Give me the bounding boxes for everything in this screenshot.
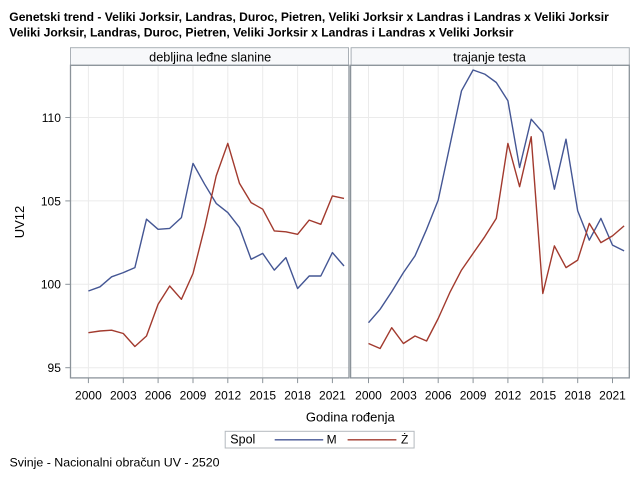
svg-text:2012: 2012 (214, 388, 241, 402)
svg-text:2006: 2006 (145, 388, 172, 402)
svg-text:UV12: UV12 (12, 206, 27, 239)
svg-text:2003: 2003 (110, 388, 137, 402)
svg-text:trajanje testa: trajanje testa (453, 50, 527, 64)
svg-text:M: M (327, 432, 337, 446)
svg-text:Genetski trend - Veliki Jorksi: Genetski trend - Veliki Jorksir, Landras… (9, 10, 609, 24)
svg-text:2018: 2018 (564, 388, 591, 402)
svg-text:Spol: Spol (230, 433, 255, 447)
svg-text:2018: 2018 (284, 388, 311, 402)
svg-text:2009: 2009 (460, 388, 487, 402)
svg-text:2003: 2003 (390, 388, 417, 402)
svg-text:debljina leđne slanine: debljina leđne slanine (149, 50, 271, 64)
svg-text:Veliki Jorksir, Landras, Duroc: Veliki Jorksir, Landras, Duroc, Pietren,… (9, 26, 513, 40)
svg-text:2009: 2009 (180, 388, 207, 402)
svg-text:2012: 2012 (495, 388, 522, 402)
svg-text:Ż: Ż (401, 432, 408, 446)
svg-text:95: 95 (48, 361, 62, 375)
svg-text:105: 105 (41, 194, 61, 208)
svg-text:2015: 2015 (249, 388, 276, 402)
svg-text:2000: 2000 (75, 388, 102, 402)
svg-text:100: 100 (41, 278, 61, 292)
svg-text:2021: 2021 (319, 388, 346, 402)
svg-text:2000: 2000 (355, 388, 382, 402)
svg-text:2021: 2021 (599, 388, 626, 402)
svg-text:Svinje - Nacionalni obračun UV: Svinje - Nacionalni obračun UV - 2520 (10, 455, 220, 469)
svg-text:110: 110 (42, 111, 61, 125)
svg-text:2006: 2006 (425, 388, 452, 402)
svg-text:2015: 2015 (529, 388, 556, 402)
svg-text:Godina rođenja: Godina rođenja (306, 409, 396, 424)
